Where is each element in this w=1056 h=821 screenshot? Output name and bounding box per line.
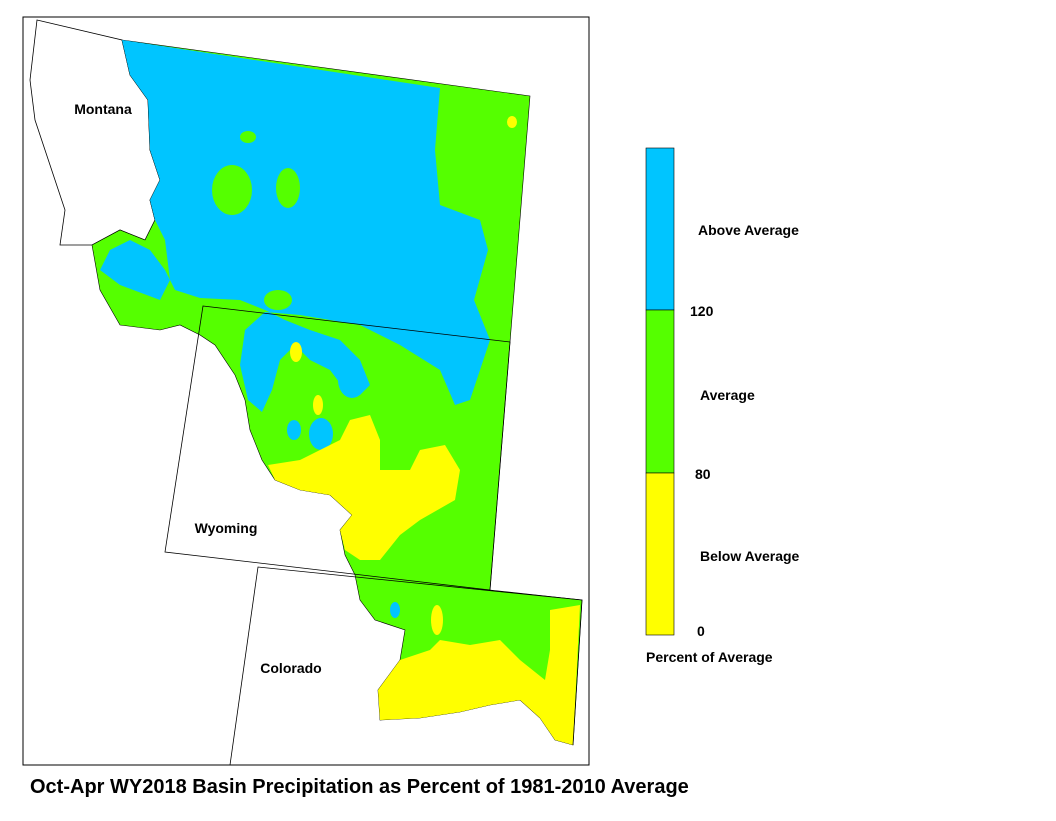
legend-swatch <box>645 309 675 474</box>
state-label: Wyoming <box>195 520 258 536</box>
patch <box>276 168 300 208</box>
state-label: Colorado <box>260 660 321 676</box>
legend-label: Below Average <box>700 548 800 564</box>
legend-tick: 80 <box>695 466 711 482</box>
patch <box>240 131 256 143</box>
page-title: Oct-Apr WY2018 Basin Precipitation as Pe… <box>30 776 689 798</box>
patch <box>309 418 333 450</box>
patch <box>313 395 323 415</box>
map: Montana Wyoming Colorado <box>29 19 583 766</box>
patch <box>338 362 366 398</box>
patch <box>290 342 302 362</box>
legend-swatch <box>645 472 675 636</box>
patch <box>287 420 301 440</box>
legend-swatch <box>645 147 675 311</box>
legend-tick: 0 <box>697 623 705 639</box>
legend: Above Average Average Below Average 120 … <box>645 147 800 665</box>
wyoming-outline <box>164 305 511 591</box>
patch <box>390 602 400 618</box>
state-label: Montana <box>74 101 132 117</box>
patch <box>507 116 517 128</box>
legend-tick: 120 <box>690 303 714 319</box>
patch <box>264 290 292 310</box>
legend-label: Average <box>700 387 755 403</box>
colorado-outline <box>229 566 583 766</box>
patch <box>431 605 443 635</box>
basin-below-average <box>378 605 580 745</box>
basin-below-average <box>268 415 460 560</box>
patch <box>212 165 252 215</box>
legend-label: Above Average <box>698 222 799 238</box>
legend-caption: Percent of Average <box>646 649 773 665</box>
basin-above-average <box>100 40 490 412</box>
